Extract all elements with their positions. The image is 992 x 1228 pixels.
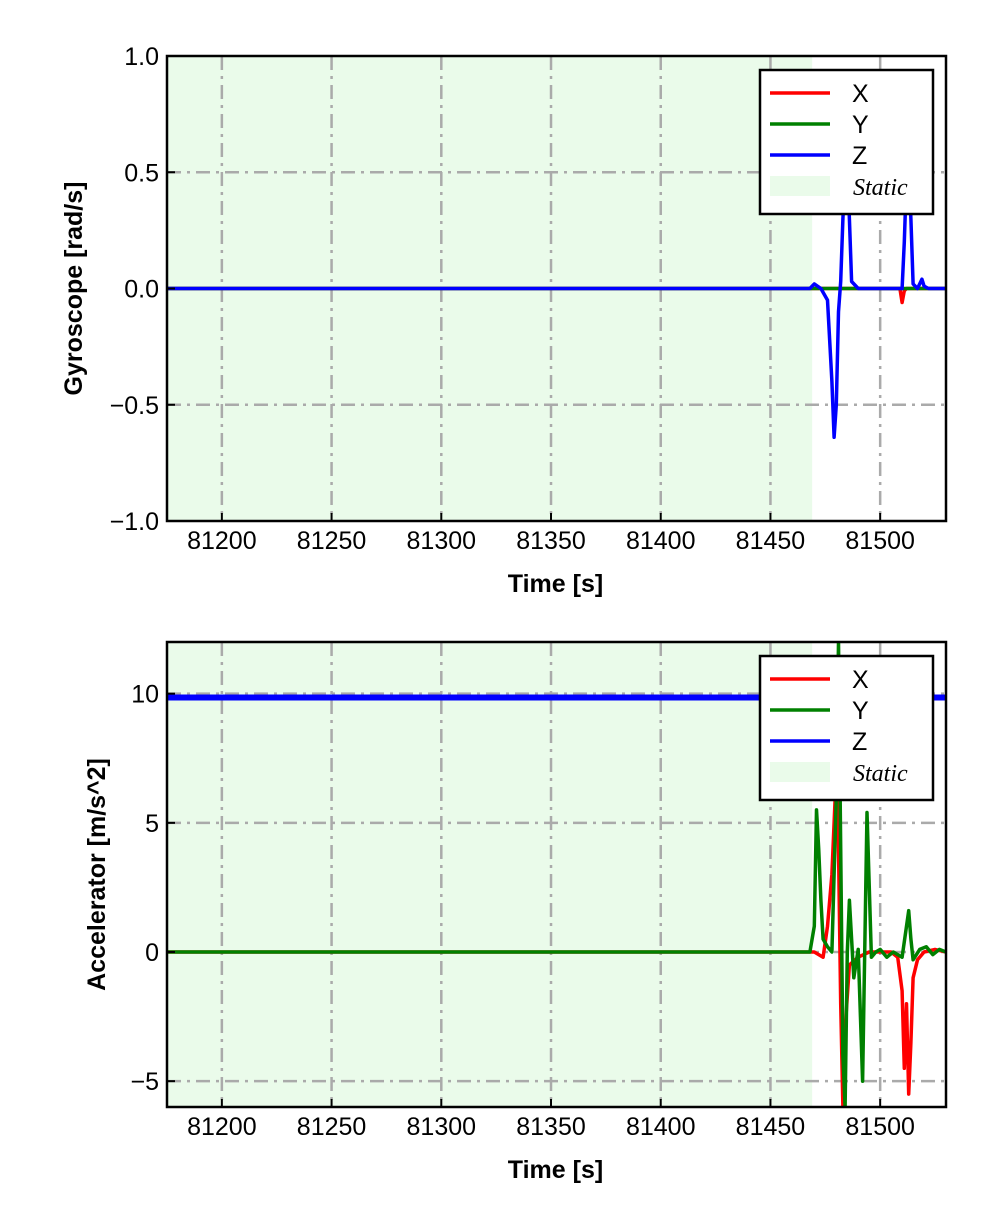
legend-label-static: Static [853, 761, 908, 787]
legend-swatch-static [770, 762, 830, 782]
y-tick-label: −0.5 [110, 392, 159, 420]
x-tick-label: 81200 [187, 527, 257, 555]
x-axis-title: Time [s] [508, 1156, 603, 1184]
x-tick-label: 81200 [187, 1113, 257, 1141]
y-tick-label: 0.5 [124, 159, 159, 187]
series-group [167, 158, 946, 440]
legend-label-z: Z [852, 728, 867, 756]
y-tick-label: −1.0 [110, 508, 159, 536]
x-tick-label: 81400 [626, 1113, 696, 1141]
series-line-y [167, 642, 946, 1107]
x-tick-label: 81450 [736, 1113, 806, 1141]
y-axis-title: Accelerator [m/s^2] [83, 758, 111, 991]
static-region [167, 642, 813, 1107]
legend-label-static: Static [853, 175, 908, 201]
chart-panel-1: 81200 81250 81300 81350 81400 81450 81500 −1.0 −… [60, 43, 948, 598]
legend-label-y: Y [852, 111, 869, 139]
x-tick-label: 81250 [297, 1113, 367, 1141]
x-tick-label: 81300 [407, 527, 477, 555]
y-tick-label: −5 [130, 1068, 159, 1096]
plot-frame [165, 640, 948, 1109]
x-tick-label: 81350 [516, 1113, 586, 1141]
legend-label-x: X [852, 80, 869, 108]
x-tick-label: 81250 [297, 527, 367, 555]
y-tick-label: 0.0 [124, 276, 159, 304]
series-line-x [167, 769, 946, 1107]
y-axis-title: Gyroscope [rad/s] [60, 182, 88, 396]
legend-label-y: Y [852, 697, 869, 725]
y-tick-label: 10 [131, 681, 159, 709]
y-tick-label: 1.0 [124, 43, 159, 71]
x-tick-label: 81500 [845, 527, 915, 555]
x-tick-label: 81300 [407, 1113, 477, 1141]
legend: XYZ Static [758, 654, 935, 802]
x-tick-label: 81450 [736, 527, 806, 555]
chart-panel-2: 81200 81250 81300 81350 81400 81450 81500 −5 0 5 1… [83, 640, 948, 1184]
x-tick-label: 81350 [516, 527, 586, 555]
y-tick-label: 5 [145, 810, 159, 838]
legend-label-x: X [852, 666, 869, 694]
x-tick-label: 81400 [626, 527, 696, 555]
x-tick-label: 81500 [845, 1113, 915, 1141]
legend: XYZ Static [758, 68, 935, 216]
legend-swatch-static [770, 176, 830, 196]
x-axis-title: Time [s] [508, 570, 603, 598]
y-tick-label: 0 [145, 939, 159, 967]
legend-label-z: Z [852, 142, 867, 170]
series-line-z [167, 158, 946, 440]
